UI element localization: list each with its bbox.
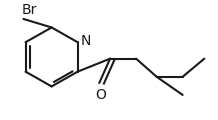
Text: Br: Br: [21, 3, 37, 17]
Text: O: O: [95, 88, 106, 102]
Text: N: N: [81, 34, 91, 48]
